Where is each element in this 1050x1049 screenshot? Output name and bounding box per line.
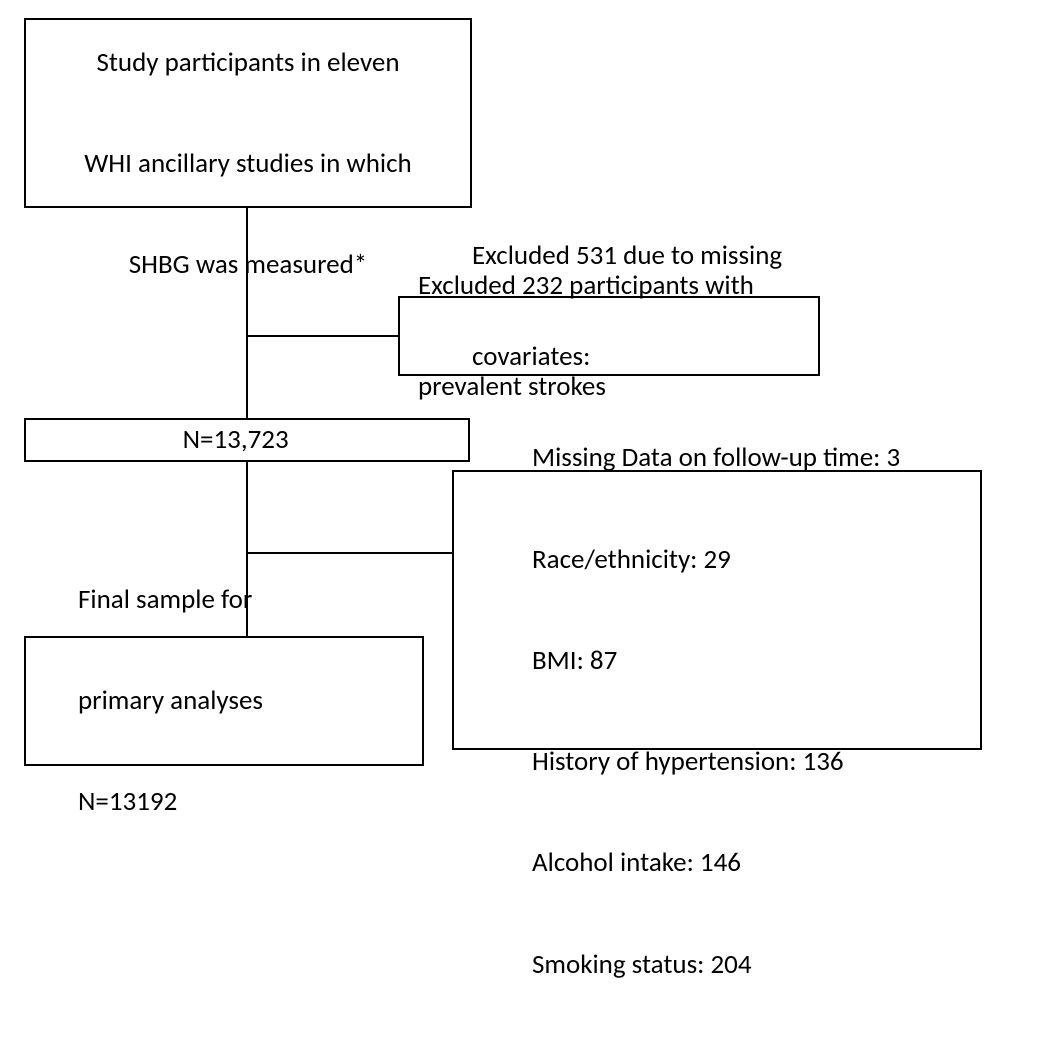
text-line: SHBG was measured*: [50, 248, 446, 282]
edge-branch-excl1: [246, 335, 398, 337]
node-final-text: Final sample for primary analyses N=1319…: [26, 515, 422, 886]
flowchart-canvas: N = 13,955 Study participants in eleven …: [0, 0, 1050, 820]
text-line: covariates:: [472, 340, 968, 374]
text-line: WHI ancillary studies in which: [50, 147, 446, 181]
edge-start-to-mid: [246, 208, 248, 418]
text-line: History of hypertension: 136: [472, 745, 968, 779]
text-line: N=13192: [78, 785, 398, 819]
node-excl2: Excluded 531 due to missing covariates: …: [452, 470, 982, 750]
text-line: Missing Data on follow-up time: 3: [472, 441, 968, 475]
text-line: Final sample for: [78, 583, 398, 617]
node-final: Final sample for primary analyses N=1319…: [24, 636, 424, 766]
text-line: Excluded 531 due to missing: [472, 239, 968, 273]
node-excl2-text: Excluded 531 due to missing covariates: …: [454, 171, 980, 1049]
text-line: BMI: 87: [472, 644, 968, 678]
text-line: Race/ethnicity: 29: [472, 543, 968, 577]
node-start: N = 13,955 Study participants in eleven …: [24, 18, 472, 208]
text-line: N=13,723: [183, 423, 289, 456]
text-line: Smoking status: 204: [472, 948, 968, 982]
node-mid: N=13,723: [24, 418, 470, 462]
text-line: Study participants in eleven: [50, 46, 446, 80]
text-line: primary analyses: [78, 684, 398, 718]
text-line: Alcohol intake: 146: [472, 846, 968, 880]
